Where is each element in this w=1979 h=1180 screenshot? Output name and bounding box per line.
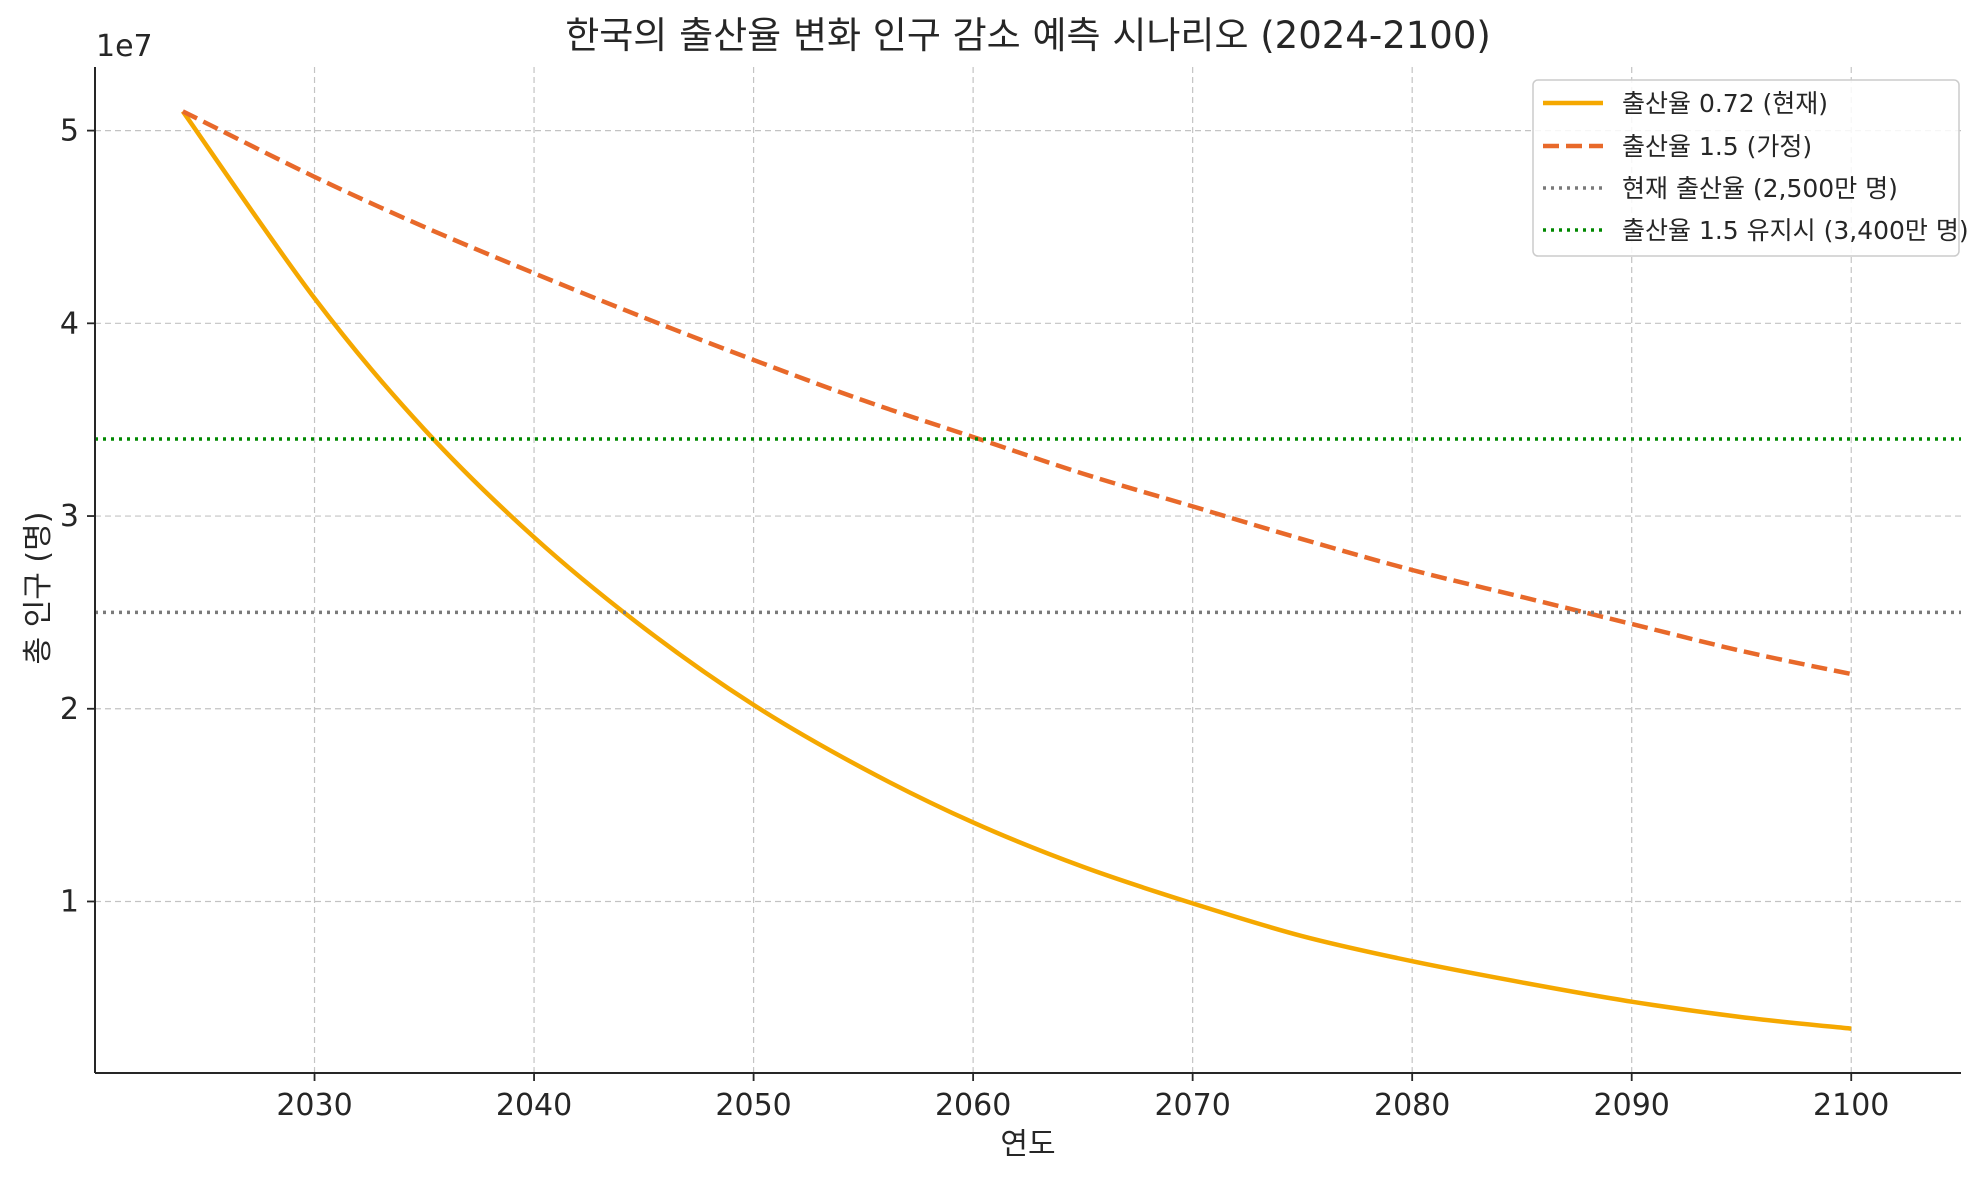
y-tick-label-0: 1 xyxy=(60,884,79,919)
x-tick-label-2040: 2040 xyxy=(496,1088,572,1123)
y-tick-label-3: 4 xyxy=(60,306,79,341)
chart-title: 한국의 출산율 변화 인구 감소 예측 시나리오 (2024-2100) xyxy=(565,14,1491,57)
x-tick-label-2070: 2070 xyxy=(1154,1088,1230,1123)
x-tick-label-2030: 2030 xyxy=(276,1088,352,1123)
y-offset-label: 1e7 xyxy=(96,29,153,64)
x-axis-title: 연도 xyxy=(1000,1127,1055,1162)
series-layer xyxy=(95,109,1961,1031)
legend-label-3: 출산율 1.5 유지시 (3,400만 명) xyxy=(1622,216,1969,245)
legend-label-1: 출산율 1.5 (가정) xyxy=(1622,132,1812,161)
x-tick-label-2100: 2100 xyxy=(1813,1088,1889,1123)
ticks: 2030 2040 2050 2060 2070 2080 2090 2100 1 2 3 4 5 xyxy=(60,114,1890,1123)
legend: 출산율 0.72 (현재) 출산율 1.5 (가정) 현재 출산율 (2,500… xyxy=(1532,79,1969,257)
y-tick-label-1: 2 xyxy=(60,692,79,727)
y-tick-label-4: 5 xyxy=(60,114,79,149)
legend-label-2: 현재 출산율 (2,500만 명) xyxy=(1622,174,1898,203)
grid xyxy=(95,67,1961,1073)
y-tick-label-2: 3 xyxy=(60,499,79,534)
x-tick-label-2090: 2090 xyxy=(1594,1088,1670,1123)
legend-label-0: 출산율 0.72 (현재) xyxy=(1622,89,1828,118)
x-tick-label-2060: 2060 xyxy=(935,1088,1011,1123)
x-tick-label-2050: 2050 xyxy=(715,1088,791,1123)
legend-box xyxy=(1532,79,1960,257)
y-axis-title: 총 인구 (명) xyxy=(21,512,56,665)
axes xyxy=(94,67,1961,1074)
x-tick-label-2080: 2080 xyxy=(1374,1088,1450,1123)
series-line-0 xyxy=(180,110,1852,1031)
series-line-1 xyxy=(181,109,1852,677)
